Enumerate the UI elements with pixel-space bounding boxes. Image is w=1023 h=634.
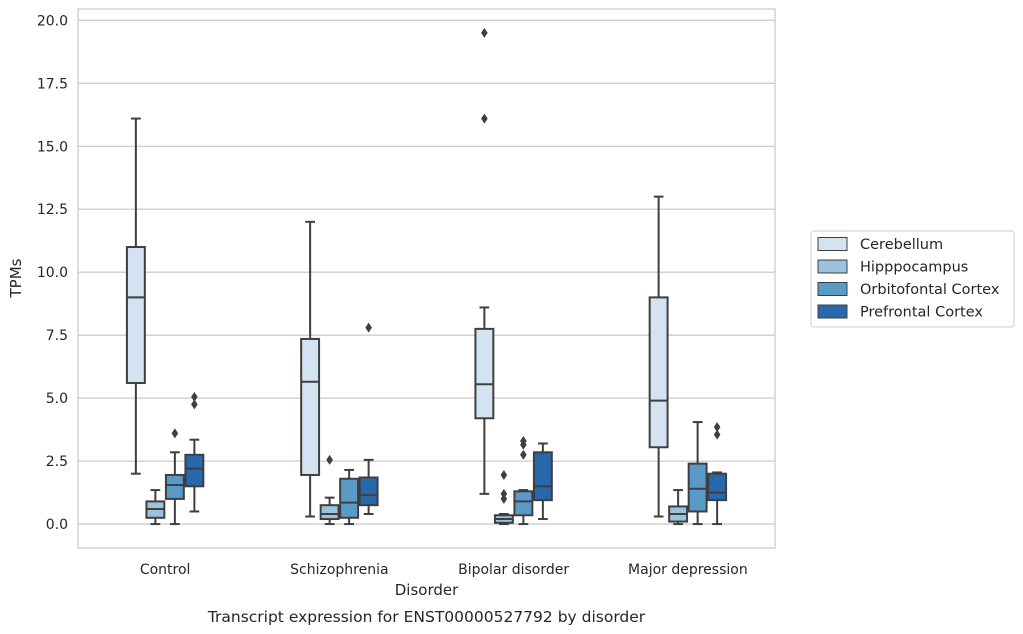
legend-swatch: [817, 304, 848, 319]
box: [125, 246, 146, 385]
legend-swatch: [817, 237, 848, 251]
y-tick-label: 15.0: [37, 139, 68, 155]
y-tick-label: 7.5: [46, 328, 68, 344]
box: [707, 472, 728, 502]
legend-label: Cerebellum: [860, 237, 943, 253]
outlier-point: [520, 449, 527, 460]
box-series: [125, 27, 728, 526]
box: [319, 504, 340, 521]
box: [474, 327, 495, 420]
plot-area-frame: [77, 8, 776, 549]
legend: Cerebellum Hipppocampus Orbitofontal Corte…: [810, 230, 1015, 328]
box: [164, 473, 185, 500]
outlier-point: [171, 428, 179, 439]
series-prefrontal-cortex: [184, 322, 728, 526]
y-axis-ticks: 0.0 2.5 5.0 7.5 10.0 12.5 15.0 17.5 20.0: [37, 13, 68, 533]
outlier-point: [713, 422, 721, 433]
x-tick-label: Major depression: [628, 562, 748, 578]
box: [358, 476, 379, 507]
chart-caption: Transcript expression for ENST0000052779…: [207, 608, 646, 626]
box: [184, 453, 205, 488]
y-tick-label: 2.5: [46, 454, 68, 470]
legend-swatch: [817, 259, 848, 274]
box: [300, 337, 321, 476]
outlier-point: [326, 454, 333, 465]
legend-swatch: [817, 282, 848, 296]
outlier-point: [500, 469, 508, 480]
outlier-point: [365, 322, 372, 333]
box: [648, 296, 669, 449]
x-axis-label: Disorder: [395, 581, 459, 599]
x-tick-label: Schizophrenia: [290, 562, 388, 578]
box: [687, 462, 708, 513]
box: [513, 490, 534, 517]
y-tick-label: 12.5: [37, 202, 68, 218]
legend-frame: [810, 230, 1015, 328]
series-orbitofontal-cortex: [164, 421, 708, 526]
legend-label: Prefrontal Cortex: [860, 305, 983, 321]
legend-label: Orbitofontal Cortex: [860, 282, 1000, 298]
y-tick-label: 20.0: [37, 13, 68, 29]
outlier-point: [520, 435, 527, 446]
y-tick-label: 17.5: [37, 76, 68, 92]
y-tick-label: 5.0: [46, 391, 68, 407]
series-cerebellum: [125, 27, 669, 518]
box: [339, 477, 360, 519]
x-tick-label: Control: [140, 562, 191, 578]
outlier-point: [500, 488, 508, 499]
y-axis-label: TPMs: [7, 258, 25, 298]
outlier-point: [191, 399, 198, 410]
outlier-point: [500, 493, 508, 504]
y-tick-label: 10.0: [37, 265, 68, 281]
legend-label: Hipppocampus: [860, 260, 968, 276]
series-hipppocampus: [145, 454, 689, 526]
outlier-point: [713, 429, 721, 440]
outlier-point: [191, 391, 198, 402]
x-tick-label: Bipolar disorder: [458, 562, 569, 578]
y-tick-label: 0.0: [46, 517, 68, 533]
outlier-point: [481, 27, 488, 38]
outlier-point: [481, 113, 488, 124]
box: [532, 451, 553, 502]
x-axis-ticks: Control Schizophrenia Bipolar disorder Majo…: [140, 562, 748, 578]
